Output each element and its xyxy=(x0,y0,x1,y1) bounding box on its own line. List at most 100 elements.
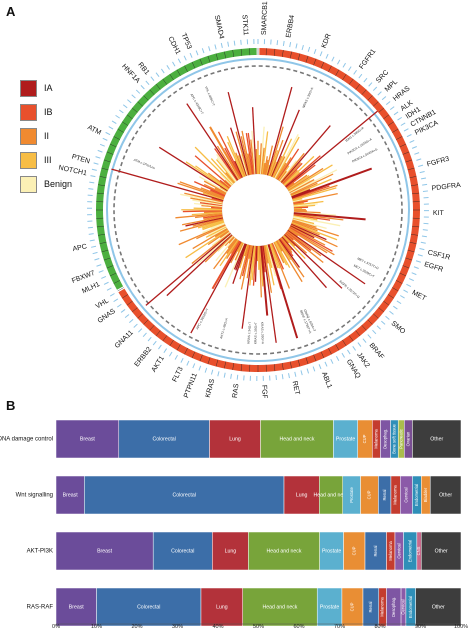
ring-tick xyxy=(274,48,276,56)
mutation-bar xyxy=(287,174,310,191)
ring-tick xyxy=(96,226,104,228)
mutation-bar xyxy=(278,165,290,181)
mutation-bar xyxy=(258,245,263,298)
mutation-bar xyxy=(263,156,268,175)
mutation-bar xyxy=(211,197,224,202)
mutation-bar xyxy=(280,237,293,251)
mutation-bar xyxy=(224,236,235,247)
mutation-bar xyxy=(216,157,237,183)
mutation-bar xyxy=(248,245,253,259)
panel-a-letter: A xyxy=(6,4,16,19)
mutation-bar xyxy=(283,155,315,186)
outer-mark xyxy=(102,137,108,141)
outer-mark xyxy=(111,120,117,124)
ring-tick xyxy=(387,294,394,299)
mutation-bar xyxy=(211,231,230,246)
bar-segment xyxy=(209,419,261,459)
mutation-annotation: EGFR c.2573T>G xyxy=(339,279,361,299)
mutation-bar xyxy=(239,244,248,269)
segment-label: Breast xyxy=(97,548,113,554)
gene-label: STK11 xyxy=(241,14,249,35)
outer-mark xyxy=(276,40,279,46)
ring-tick xyxy=(199,58,203,66)
x-tick-label: 80% xyxy=(374,624,385,629)
outer-mark xyxy=(358,73,363,79)
outer-mark xyxy=(103,281,109,285)
ring-tick xyxy=(137,313,143,319)
segment-label: Melanoma xyxy=(380,597,385,617)
mutation-bar xyxy=(200,187,225,198)
outer-mark xyxy=(331,56,335,62)
gene-label: CSF1R xyxy=(427,249,451,261)
mutation-bar xyxy=(293,210,321,214)
x-tick-label: 90% xyxy=(415,624,426,629)
mutation-bar xyxy=(289,226,326,246)
outer-mark xyxy=(122,104,128,109)
mutation-bar xyxy=(286,182,295,189)
ring-tick xyxy=(297,359,301,367)
legend-label: IA xyxy=(44,83,53,93)
mutation-bar xyxy=(289,169,338,195)
mutation-bar xyxy=(251,245,256,281)
x-tick-label: 70% xyxy=(334,624,345,629)
mutation-bar xyxy=(275,162,287,180)
mutation-bar xyxy=(224,242,245,288)
mutation-bar xyxy=(280,125,331,184)
mutation-bar xyxy=(266,86,293,176)
mutation-bar xyxy=(179,218,224,232)
mutation-bar xyxy=(211,240,241,290)
mutation-bar xyxy=(247,153,253,175)
outer-mark xyxy=(367,334,372,339)
segment-label: Endometrial xyxy=(414,484,419,506)
mutation-bar xyxy=(196,233,232,266)
mutation-bar xyxy=(240,154,249,176)
center-circle xyxy=(221,173,295,247)
outer-mark xyxy=(307,46,311,52)
segment-label: Oesophag. xyxy=(391,597,396,618)
circos-plot: APC c.4348C>T VHL c.499C>T NRAS c.35G>AIDH… xyxy=(58,1,462,398)
gene-label: KRAS xyxy=(205,378,217,398)
mutation-bar xyxy=(194,213,223,219)
legend-item: IB xyxy=(20,100,72,124)
mutation-bar xyxy=(284,155,321,187)
mutation-bar xyxy=(260,245,269,316)
mutation-bar xyxy=(251,130,256,175)
outer-mark xyxy=(325,53,329,59)
mutation-bar xyxy=(259,245,264,287)
mutation-bar xyxy=(287,229,299,237)
segment-label: Other xyxy=(430,436,443,442)
x-tick-label: 50% xyxy=(253,624,264,629)
mutation-bar xyxy=(207,225,227,236)
mutation-bar xyxy=(251,107,257,175)
outer-mark xyxy=(385,315,390,320)
mutation-bar xyxy=(219,239,239,267)
gene-label: FBXW7 xyxy=(71,270,96,285)
mutation-bar xyxy=(158,146,228,192)
ring-tick xyxy=(399,143,407,148)
outer-mark xyxy=(98,270,104,273)
mutation-bar xyxy=(217,235,234,252)
segment-label: Pancreatic xyxy=(398,429,403,449)
outer-mark xyxy=(142,332,147,338)
mutation-bar xyxy=(293,213,344,221)
mutation-bar xyxy=(210,158,235,184)
ring-tick xyxy=(99,242,107,244)
mutation-bar xyxy=(180,193,223,204)
outer-mark xyxy=(336,356,340,361)
outer-mark xyxy=(88,233,94,235)
mutation-bar xyxy=(237,242,243,252)
outer-mark xyxy=(120,309,126,313)
mutation-bar xyxy=(262,162,266,175)
segment-label: Colorectal xyxy=(137,604,160,610)
ring-tick xyxy=(113,136,120,140)
segment-label: Head and neck xyxy=(280,436,315,442)
ring-tick xyxy=(126,300,133,306)
gene-label: SMARCB1 xyxy=(261,1,269,35)
ring-tick xyxy=(407,249,415,253)
bar-segment xyxy=(412,419,462,459)
segment-label: Cervical xyxy=(403,487,408,502)
segment-label: Breast xyxy=(69,604,85,610)
mutation-bar xyxy=(286,231,312,251)
mutation-bar xyxy=(216,159,236,183)
outer-mark xyxy=(372,86,378,91)
